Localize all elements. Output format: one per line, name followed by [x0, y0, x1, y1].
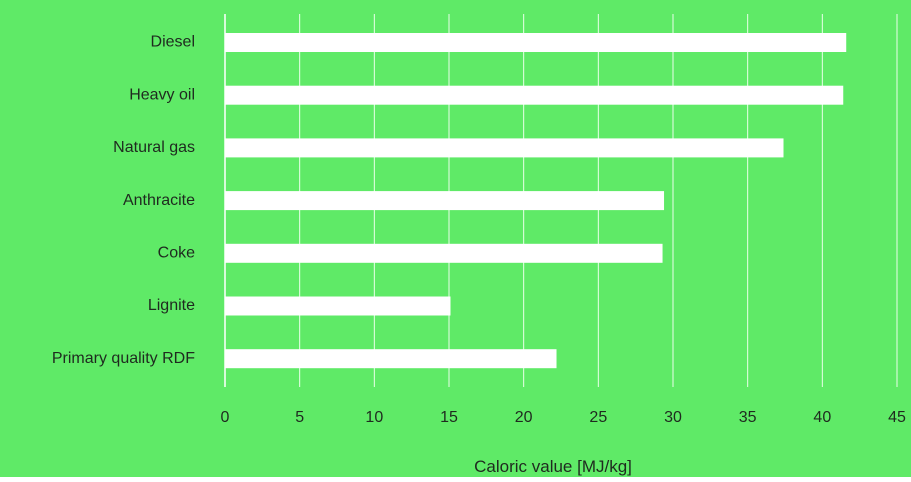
category-label: Anthracite: [123, 192, 195, 209]
category-label: Primary quality RDF: [52, 350, 195, 367]
x-tick-label: 15: [440, 409, 458, 426]
category-label: Diesel: [151, 34, 195, 51]
x-tick-label: 40: [813, 409, 831, 426]
bar: [225, 296, 451, 316]
bar: [225, 243, 663, 263]
bar: [225, 33, 847, 52]
category-label: Natural gas: [113, 139, 195, 156]
x-tick-label: 25: [589, 409, 607, 426]
category-label: Coke: [158, 245, 195, 262]
bar: [225, 349, 557, 369]
bars: [225, 33, 847, 369]
category-label: Lignite: [148, 297, 195, 314]
bar: [225, 191, 665, 211]
x-tick-label: 5: [295, 409, 304, 426]
bar: [225, 85, 844, 105]
x-tick-labels: 0 5 10 15 20 25 30 35 40 45: [221, 409, 906, 426]
category-labels: Diesel Heavy oil Natural gas Anthracite Coke…: [52, 34, 195, 367]
category-label: Heavy oil: [129, 86, 195, 103]
x-tick-label: 30: [664, 409, 682, 426]
x-tick-label: 45: [888, 409, 906, 426]
x-tick-label: 0: [221, 409, 230, 426]
x-axis-label: Caloric value [MJ/kg]: [474, 457, 632, 476]
x-tick-label: 35: [739, 409, 757, 426]
x-tick-label: 20: [515, 409, 533, 426]
x-tick-label: 10: [365, 409, 383, 426]
bar: [225, 138, 784, 158]
